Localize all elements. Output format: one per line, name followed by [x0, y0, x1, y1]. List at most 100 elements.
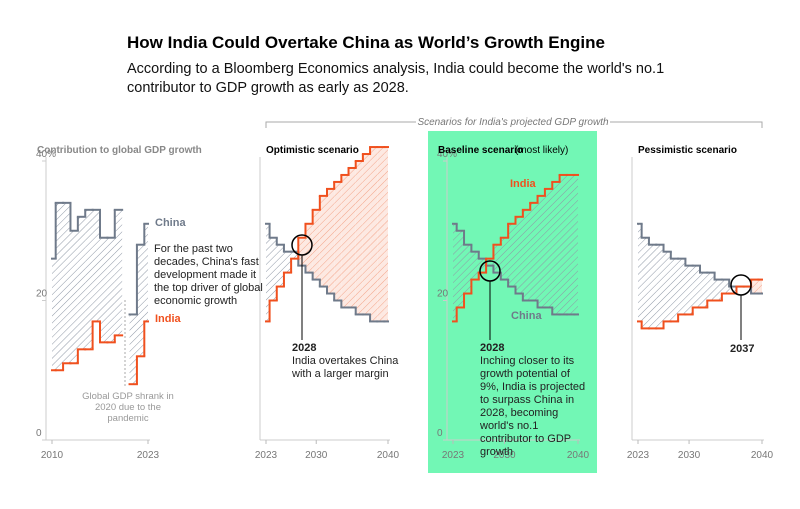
- gap-hatch: [758, 279, 762, 294]
- gap-hatch: [471, 251, 479, 280]
- gap-hatch: [319, 195, 327, 287]
- series-label: China: [155, 217, 186, 229]
- gap-hatch: [355, 161, 363, 315]
- x-tick-label: 2040: [567, 450, 590, 461]
- gap-hatch: [266, 223, 270, 322]
- gap-hatch: [692, 265, 700, 308]
- gap-hatch: [656, 244, 664, 329]
- gap-hatch: [77, 216, 86, 350]
- x-tick-label: 2023: [255, 450, 278, 461]
- chart-subtitle: (most likely): [515, 145, 569, 156]
- gap-hatch: [85, 209, 93, 350]
- subtitle: According to a Bloomberg Economics analy…: [127, 61, 665, 96]
- chart-title: Pessimistic scenario: [638, 145, 737, 156]
- gap-hatch: [136, 244, 145, 357]
- gap-hatch: [500, 237, 509, 280]
- gap-hatch: [276, 244, 284, 287]
- chart-title: Baseline scenario: [438, 145, 524, 156]
- y-tick-label: 20: [437, 289, 449, 300]
- series-label: China: [511, 310, 542, 322]
- y-tick-label: 40%: [437, 149, 457, 160]
- gap-hatch: [114, 209, 123, 336]
- gap-hatch: [70, 230, 78, 364]
- gap-hatch: [751, 279, 759, 294]
- gap-hatch: [100, 237, 108, 343]
- gap-hatch: [648, 244, 657, 329]
- gap-hatch: [341, 174, 349, 308]
- series-label: India: [155, 313, 181, 325]
- gap-hatch: [283, 251, 292, 273]
- gap-hatch: [493, 244, 501, 273]
- gap-hatch: [384, 147, 388, 322]
- gap-hatch: [566, 174, 575, 315]
- gap-hatch: [63, 202, 71, 364]
- gap-hatch: [559, 174, 567, 315]
- x-tick-label: 2023: [627, 450, 650, 461]
- annotation: Global GDP shrank in 2020 due to the pan…: [82, 391, 174, 424]
- x-tick-label: 2040: [751, 450, 774, 461]
- gap-hatch: [678, 258, 686, 315]
- gap-hatch: [107, 237, 115, 343]
- annotation: Inching closer to its growth potential o…: [480, 355, 586, 458]
- gap-hatch: [641, 237, 649, 329]
- gap-hatch: [92, 209, 100, 322]
- gap-hatch: [638, 223, 642, 322]
- annotation: India overtakes China with a larger marg…: [292, 355, 399, 380]
- gap-hatch: [144, 223, 148, 322]
- gap-hatch: [707, 272, 715, 301]
- scenarios-label: Scenarios for India's projected GDP grow…: [417, 117, 609, 128]
- x-tick-label: 2030: [493, 450, 516, 461]
- gap-hatch: [714, 279, 722, 301]
- gap-hatch: [334, 181, 342, 301]
- chart-title: Contribution to global GDP growth: [37, 145, 202, 156]
- annotation: 2037: [730, 343, 755, 355]
- gap-hatch: [129, 314, 137, 385]
- gap-hatch: [537, 195, 545, 308]
- gap-hatch: [305, 223, 313, 273]
- series-label: India: [510, 178, 536, 190]
- y-tick-label: 40%: [36, 149, 56, 160]
- scenario-bracket: [265, 121, 763, 128]
- gap-hatch: [508, 223, 516, 287]
- gap-hatch: [464, 244, 472, 294]
- gap-hatch: [362, 154, 371, 315]
- gap-hatch: [453, 223, 457, 322]
- annotation: 2028: [292, 342, 317, 354]
- gap-hatch: [298, 237, 306, 266]
- gap-hatch: [721, 279, 730, 294]
- annotation: 2028: [480, 342, 505, 354]
- gap-hatch: [312, 209, 320, 280]
- gap-hatch: [685, 265, 693, 315]
- gap-hatch: [55, 202, 64, 371]
- y-tick-label: 0: [437, 428, 443, 439]
- gap-hatch: [291, 251, 299, 259]
- chart-title: Optimistic scenario: [266, 145, 359, 156]
- gap-hatch: [515, 216, 523, 294]
- x-tick-label: 2030: [678, 450, 701, 461]
- gap-hatch: [552, 181, 560, 315]
- y-tick-label: 20: [36, 289, 48, 300]
- gap-hatch: [544, 188, 553, 308]
- title: How India Could Overtake China as World’…: [127, 33, 605, 52]
- gap-hatch: [670, 258, 679, 322]
- annotation-marker: [730, 274, 752, 296]
- gap-hatch: [456, 230, 465, 308]
- gap-hatch: [574, 174, 578, 315]
- x-tick-label: 2023: [137, 450, 160, 461]
- x-tick-label: 2030: [305, 450, 328, 461]
- x-tick-label: 2023: [442, 450, 465, 461]
- gap-hatch: [269, 237, 277, 301]
- y-tick-label: 0: [36, 428, 42, 439]
- annotation: For the past two decades, China's fast d…: [154, 243, 263, 307]
- gap-hatch: [348, 167, 356, 308]
- gap-hatch: [370, 147, 378, 322]
- gap-hatch: [52, 258, 56, 371]
- gap-hatch: [327, 188, 335, 294]
- gap-hatch: [522, 209, 531, 301]
- gap-hatch: [700, 272, 708, 308]
- gap-hatch: [486, 258, 494, 266]
- gap-hatch: [663, 251, 671, 322]
- x-tick-label: 2040: [377, 450, 400, 461]
